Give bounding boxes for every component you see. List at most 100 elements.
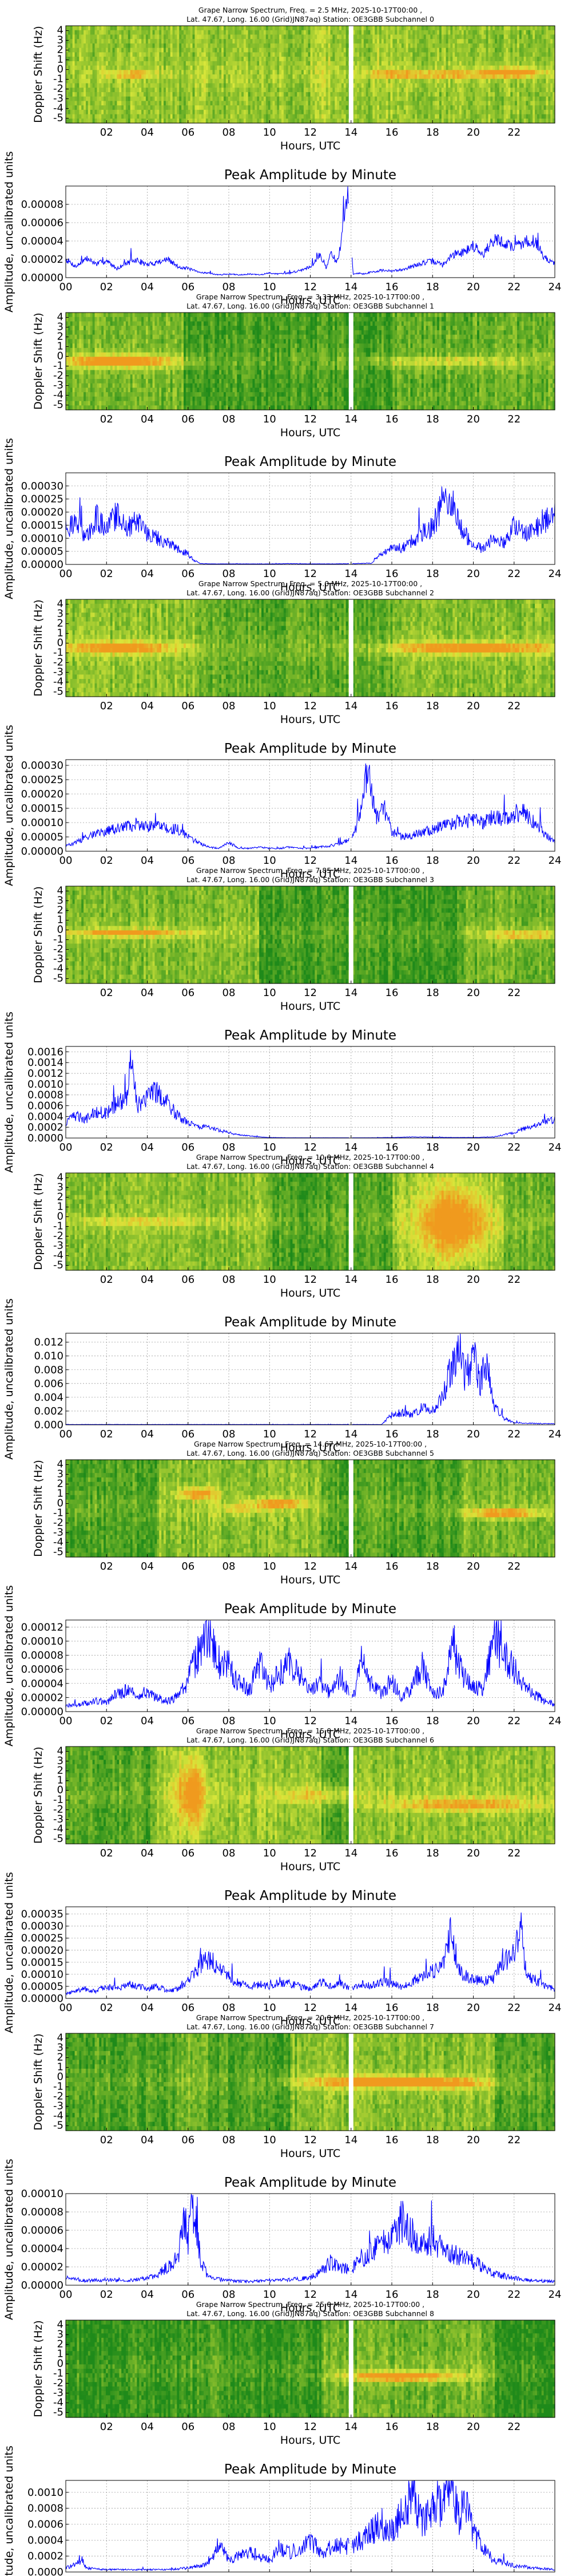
x-tick-label: 18 [426, 127, 439, 139]
spectrogram-cell [124, 88, 126, 93]
spectrogram-cell [392, 78, 395, 84]
spectrogram-cell [381, 83, 384, 88]
spectrogram-cell [468, 88, 471, 93]
spectrogram-cell [208, 92, 211, 97]
spectrogram-cell [463, 96, 467, 101]
spectrogram-cell [67, 114, 71, 119]
spectrogram-cell [130, 83, 133, 88]
spectrogram-cell [426, 92, 429, 97]
spectrogram-cell [132, 118, 136, 124]
spectrogram-cell [339, 61, 342, 66]
spectrogram-cell [479, 48, 482, 53]
spectrogram-cell [508, 114, 511, 119]
spectrogram-cell [325, 26, 329, 31]
spectrogram-cell [283, 74, 287, 80]
spectrogram-cell [150, 26, 153, 31]
spectrogram-cell [343, 105, 347, 110]
spectrogram-cell [185, 83, 189, 88]
spectrogram-cell [341, 83, 344, 88]
spectrogram-cell [67, 339, 71, 344]
spectrogram-cell [185, 78, 189, 84]
spectrogram-cell [85, 34, 89, 39]
spectrogram-cell [437, 74, 440, 80]
spectrogram-cell [259, 57, 262, 62]
spectrogram-cell [375, 78, 378, 84]
spectrogram-cell [543, 48, 547, 53]
spectrogram-cell [208, 70, 211, 75]
spectrogram-cell [157, 70, 160, 75]
spectrogram-cell [164, 30, 166, 35]
spectrogram-cell [437, 88, 440, 93]
spectrogram-cell [553, 96, 555, 101]
spectrogram-cell [112, 26, 116, 31]
spectrogram-cell [528, 65, 531, 70]
spectrogram-cell [375, 109, 378, 115]
spectrogram-cell [170, 61, 173, 66]
spectrogram-cell [67, 92, 71, 97]
spectrogram-cell [368, 96, 371, 101]
spectrogram-cell [66, 401, 69, 406]
spectrogram-cell [476, 105, 480, 110]
spectrogram-cell [515, 78, 518, 84]
spectrogram-cell [67, 326, 71, 331]
spectrogram-cell [312, 83, 315, 88]
spectrogram-cell [530, 52, 533, 57]
spectrogram-cell [201, 83, 204, 88]
spectrogram-cell [332, 61, 335, 66]
spectrogram-cell [450, 118, 453, 124]
spectrogram-cell [197, 88, 200, 93]
spectrogram-cell [546, 43, 549, 49]
spectrogram-cell [372, 70, 375, 75]
spectrogram-cell [275, 74, 277, 80]
spectrogram-cell [463, 83, 467, 88]
spectrogram-cell [239, 70, 242, 75]
spectrogram-cell [392, 65, 395, 70]
spectrogram-cell [114, 109, 117, 115]
spectrogram-cell [265, 74, 269, 80]
spectrogram-cell [535, 39, 538, 44]
spectrogram-cell [295, 26, 297, 31]
spectrogram-cell [468, 118, 471, 124]
spectrogram-cell [297, 57, 300, 62]
spectrogram-cell [432, 118, 435, 124]
spectrogram-cell [323, 57, 327, 62]
spectrogram-cell [275, 83, 277, 88]
spectrogram-cell [210, 30, 213, 35]
spectrogram-cell [205, 61, 209, 66]
spectrogram-cell [541, 30, 545, 35]
spectrogram-cell [94, 88, 98, 93]
spectrogram-cell [535, 34, 538, 39]
spectrogram-cell [503, 52, 507, 57]
spectrogram-cell [157, 61, 160, 66]
spectrogram-cell [88, 48, 91, 53]
spectrogram-cell [112, 114, 116, 119]
spectrogram-cell [457, 43, 460, 49]
spectrogram-cell [379, 34, 382, 39]
spectrogram-cell [243, 92, 247, 97]
spectrogram-cell [128, 74, 131, 80]
spectrogram-cell [203, 61, 206, 66]
spectrogram-cell [245, 65, 249, 70]
spectrogram-cell [148, 105, 151, 110]
spectrogram-cell [290, 26, 293, 31]
spectrogram-cell [543, 34, 547, 39]
spectrogram-cell [508, 105, 511, 110]
spectrogram-cell [506, 65, 509, 70]
spectrogram-cell [235, 61, 237, 66]
spectrogram-cell [337, 92, 340, 97]
spectrogram-cell [99, 109, 102, 115]
spectrogram-cell [550, 92, 553, 97]
spectrogram-cell [343, 109, 347, 115]
spectrogram-cell [533, 83, 535, 88]
spectrogram-cell [459, 78, 462, 84]
spectrogram-cell [283, 118, 287, 124]
spectrogram-cell [410, 88, 413, 93]
spectrogram-cell [119, 78, 122, 84]
spectrogram-cell [406, 39, 409, 44]
spectrogram-cell [292, 30, 295, 35]
spectrogram-cell [521, 48, 525, 53]
spectrogram-cell [430, 83, 433, 88]
spectrogram-cell [390, 74, 393, 80]
spectrogram-cell [112, 39, 116, 44]
spectrogram-cell [85, 61, 89, 66]
